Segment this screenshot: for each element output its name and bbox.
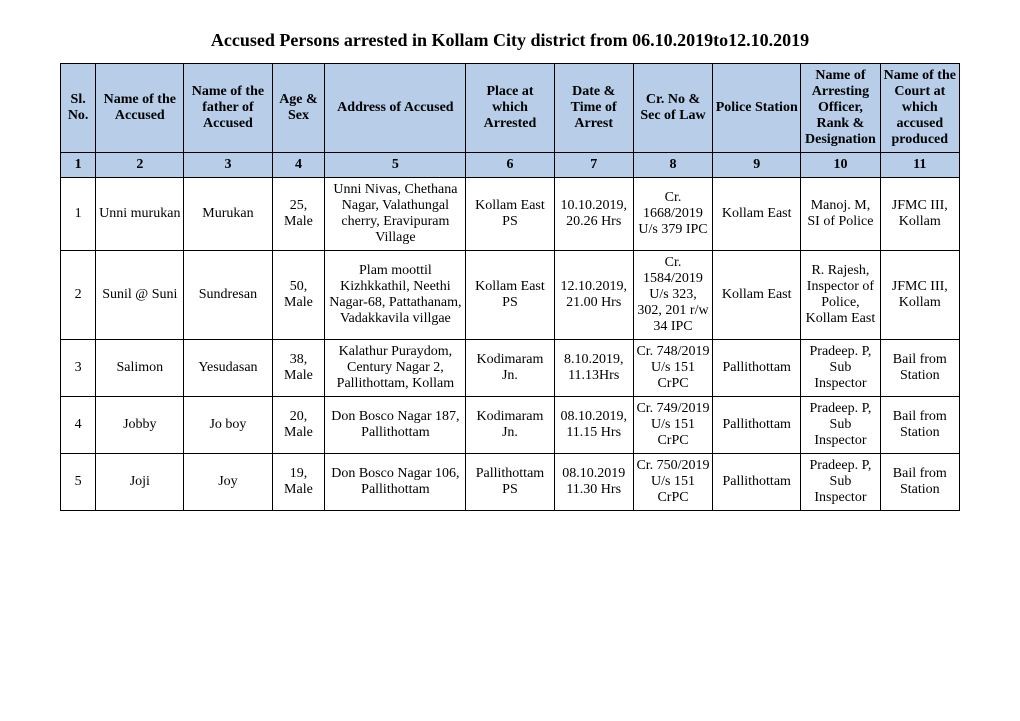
- colnum: 5: [325, 153, 466, 178]
- cell-sl: 2: [61, 251, 96, 340]
- table-row: 2Sunil @ SuniSundresan50, MalePlam moott…: [61, 251, 960, 340]
- cell-sl: 1: [61, 178, 96, 251]
- colnum: 9: [713, 153, 801, 178]
- cell-datetime: 08.10.2019 11.30 Hrs: [554, 454, 633, 511]
- cell-datetime: 12.10.2019, 21.00 Hrs: [554, 251, 633, 340]
- cell-place: Kodimaram Jn.: [466, 340, 554, 397]
- cell-datetime: 08.10.2019, 11.15 Hrs: [554, 397, 633, 454]
- cell-name: Joji: [96, 454, 184, 511]
- cell-place: Pallithottam PS: [466, 454, 554, 511]
- cell-address: Plam moottil Kizhkkathil, Neethi Nagar-6…: [325, 251, 466, 340]
- cell-officer: Pradeep. P, Sub Inspector: [801, 397, 880, 454]
- colnum: 7: [554, 153, 633, 178]
- col-age: Age & Sex: [272, 64, 325, 153]
- col-station: Police Station: [713, 64, 801, 153]
- cell-court: JFMC III, Kollam: [880, 251, 959, 340]
- cell-station: Kollam East: [713, 251, 801, 340]
- cell-place: Kodimaram Jn.: [466, 397, 554, 454]
- cell-father: Sundresan: [184, 251, 272, 340]
- cell-crno: Cr. 1668/2019 U/s 379 IPC: [633, 178, 712, 251]
- col-address: Address of Accused: [325, 64, 466, 153]
- cell-name: Jobby: [96, 397, 184, 454]
- cell-sl: 5: [61, 454, 96, 511]
- page-title: Accused Persons arrested in Kollam City …: [60, 30, 960, 51]
- cell-court: Bail from Station: [880, 340, 959, 397]
- table-row: 5JojiJoy19, MaleDon Bosco Nagar 106, Pal…: [61, 454, 960, 511]
- cell-station: Kollam East: [713, 178, 801, 251]
- cell-court: JFMC III, Kollam: [880, 178, 959, 251]
- cell-court: Bail from Station: [880, 397, 959, 454]
- cell-officer: Pradeep. P, Sub Inspector: [801, 340, 880, 397]
- cell-father: Murukan: [184, 178, 272, 251]
- arrest-table: Sl. No. Name of the Accused Name of the …: [60, 63, 960, 511]
- table-row: 3SalimonYesudasan38, MaleKalathur Purayd…: [61, 340, 960, 397]
- cell-station: Pallithottam: [713, 397, 801, 454]
- cell-crno: Cr. 748/2019 U/s 151 CrPC: [633, 340, 712, 397]
- cell-crno: Cr. 750/2019 U/s 151 CrPC: [633, 454, 712, 511]
- cell-datetime: 8.10.2019, 11.13Hrs: [554, 340, 633, 397]
- cell-name: Sunil @ Suni: [96, 251, 184, 340]
- table-body: 1 2 3 4 5 6 7 8 9 10 11 1Unni murukanMur…: [61, 153, 960, 511]
- cell-crno: Cr. 749/2019 U/s 151 CrPC: [633, 397, 712, 454]
- cell-court: Bail from Station: [880, 454, 959, 511]
- col-officer: Name of Arresting Officer, Rank & Design…: [801, 64, 880, 153]
- cell-age: 50, Male: [272, 251, 325, 340]
- cell-age: 19, Male: [272, 454, 325, 511]
- colnum: 8: [633, 153, 712, 178]
- cell-father: Joy: [184, 454, 272, 511]
- cell-father: Yesudasan: [184, 340, 272, 397]
- colnum: 1: [61, 153, 96, 178]
- colnum-row: 1 2 3 4 5 6 7 8 9 10 11: [61, 153, 960, 178]
- col-court: Name of the Court at which accused produ…: [880, 64, 959, 153]
- cell-sl: 4: [61, 397, 96, 454]
- col-name: Name of the Accused: [96, 64, 184, 153]
- cell-age: 20, Male: [272, 397, 325, 454]
- cell-station: Pallithottam: [713, 340, 801, 397]
- cell-place: Kollam East PS: [466, 251, 554, 340]
- col-place: Place at which Arrested: [466, 64, 554, 153]
- colnum: 3: [184, 153, 272, 178]
- cell-address: Don Bosco Nagar 187, Pallithottam: [325, 397, 466, 454]
- cell-father: Jo boy: [184, 397, 272, 454]
- cell-crno: Cr. 1584/2019 U/s 323, 302, 201 r/w 34 I…: [633, 251, 712, 340]
- cell-age: 25, Male: [272, 178, 325, 251]
- cell-age: 38, Male: [272, 340, 325, 397]
- cell-name: Unni murukan: [96, 178, 184, 251]
- colnum: 2: [96, 153, 184, 178]
- cell-officer: Pradeep. P, Sub Inspector: [801, 454, 880, 511]
- cell-station: Pallithottam: [713, 454, 801, 511]
- colnum: 6: [466, 153, 554, 178]
- colnum: 10: [801, 153, 880, 178]
- cell-officer: Manoj. M, SI of Police: [801, 178, 880, 251]
- table-row: 1Unni murukanMurukan25, MaleUnni Nivas, …: [61, 178, 960, 251]
- cell-officer: R. Rajesh, Inspector of Police, Kollam E…: [801, 251, 880, 340]
- col-father: Name of the father of Accused: [184, 64, 272, 153]
- cell-address: Kalathur Puraydom, Century Nagar 2, Pall…: [325, 340, 466, 397]
- col-datetime: Date & Time of Arrest: [554, 64, 633, 153]
- col-crno: Cr. No & Sec of Law: [633, 64, 712, 153]
- cell-sl: 3: [61, 340, 96, 397]
- table-row: 4JobbyJo boy20, MaleDon Bosco Nagar 187,…: [61, 397, 960, 454]
- col-sl: Sl. No.: [61, 64, 96, 153]
- cell-address: Don Bosco Nagar 106, Pallithottam: [325, 454, 466, 511]
- header-row: Sl. No. Name of the Accused Name of the …: [61, 64, 960, 153]
- cell-place: Kollam East PS: [466, 178, 554, 251]
- colnum: 11: [880, 153, 959, 178]
- cell-name: Salimon: [96, 340, 184, 397]
- cell-address: Unni Nivas, Chethana Nagar, Valathungal …: [325, 178, 466, 251]
- cell-datetime: 10.10.2019, 20.26 Hrs: [554, 178, 633, 251]
- colnum: 4: [272, 153, 325, 178]
